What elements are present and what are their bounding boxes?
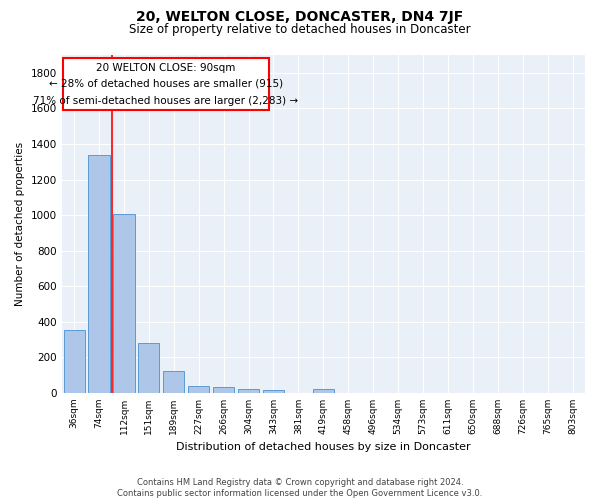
Bar bbox=[163, 370, 184, 393]
Text: 20 WELTON CLOSE: 90sqm: 20 WELTON CLOSE: 90sqm bbox=[96, 63, 235, 73]
Bar bbox=[263, 390, 284, 393]
Text: 71% of semi-detached houses are larger (2,283) →: 71% of semi-detached houses are larger (… bbox=[33, 96, 298, 106]
Bar bbox=[188, 386, 209, 393]
Bar bbox=[238, 389, 259, 393]
Bar bbox=[64, 330, 85, 393]
Text: Size of property relative to detached houses in Doncaster: Size of property relative to detached ho… bbox=[129, 22, 471, 36]
Bar bbox=[213, 387, 234, 393]
Text: ← 28% of detached houses are smaller (915): ← 28% of detached houses are smaller (91… bbox=[49, 79, 283, 89]
Bar bbox=[313, 390, 334, 393]
Text: Contains HM Land Registry data © Crown copyright and database right 2024.
Contai: Contains HM Land Registry data © Crown c… bbox=[118, 478, 482, 498]
Bar bbox=[88, 154, 110, 393]
Bar bbox=[113, 214, 134, 393]
Text: 20, WELTON CLOSE, DONCASTER, DN4 7JF: 20, WELTON CLOSE, DONCASTER, DN4 7JF bbox=[136, 10, 464, 24]
X-axis label: Distribution of detached houses by size in Doncaster: Distribution of detached houses by size … bbox=[176, 442, 470, 452]
FancyBboxPatch shape bbox=[63, 58, 269, 110]
Bar bbox=[138, 342, 160, 393]
Y-axis label: Number of detached properties: Number of detached properties bbox=[15, 142, 25, 306]
